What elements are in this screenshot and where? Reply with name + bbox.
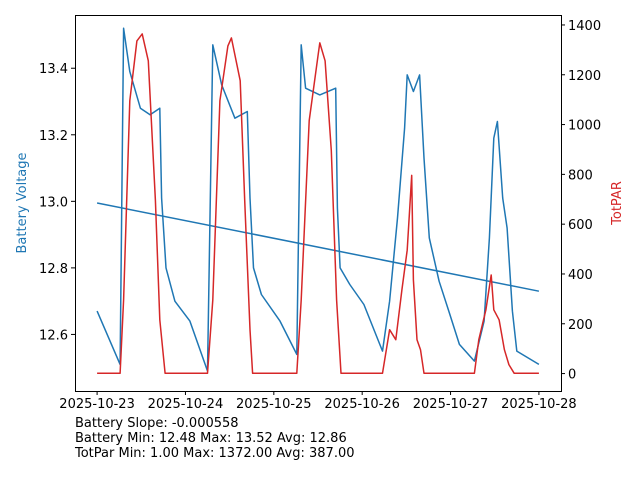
battery-stats-text: Battery Min: 12.48 Max: 13.52 Avg: 12.86 <box>75 431 347 446</box>
y-right-tick-label: 1000 <box>568 119 601 134</box>
y-right-tick-label: 200 <box>568 318 593 333</box>
series-line-battery-voltage <box>96 27 540 372</box>
y-left-tick-label: 13.4 <box>39 62 68 77</box>
y-right-tick-label: 400 <box>568 268 593 283</box>
x-tick-label: 2025-10-27 <box>413 397 489 412</box>
y-right-tick-label: 1400 <box>568 19 601 34</box>
series-line-totpar <box>97 33 539 375</box>
battery-slope-text: Battery Slope: -0.000558 <box>75 416 239 431</box>
par-stats-text: TotPar Min: 1.00 Max: 1372.00 Avg: 387.0… <box>75 446 355 461</box>
y-left-tick-label: 13.2 <box>39 129 68 144</box>
y-right-tick-label: 1200 <box>568 69 601 84</box>
stats-annotation: Battery Slope: -0.000558 Battery Min: 12… <box>75 416 355 461</box>
x-tick-label: 2025-10-25 <box>236 397 312 412</box>
y-right-tick-label: 600 <box>568 218 593 233</box>
y-right-tick-label: 0 <box>568 368 576 383</box>
y-left-tick-label: 12.8 <box>39 262 68 277</box>
y-left-label: Battery Voltage <box>15 152 30 253</box>
y-left-tick-label: 13.0 <box>39 195 68 210</box>
y-right-tick-label: 800 <box>568 168 593 183</box>
x-tick-label: 2025-10-26 <box>324 397 400 412</box>
x-tick-label: 2025-10-28 <box>501 397 577 412</box>
plot-frame <box>75 15 562 392</box>
series-line-battery-trend <box>96 202 540 292</box>
x-tick-label: 2025-10-23 <box>59 397 135 412</box>
y-left-tick-label: 12.6 <box>39 328 68 343</box>
x-tick-label: 2025-10-24 <box>148 397 224 412</box>
y-right-label: TotPAR <box>610 181 625 226</box>
